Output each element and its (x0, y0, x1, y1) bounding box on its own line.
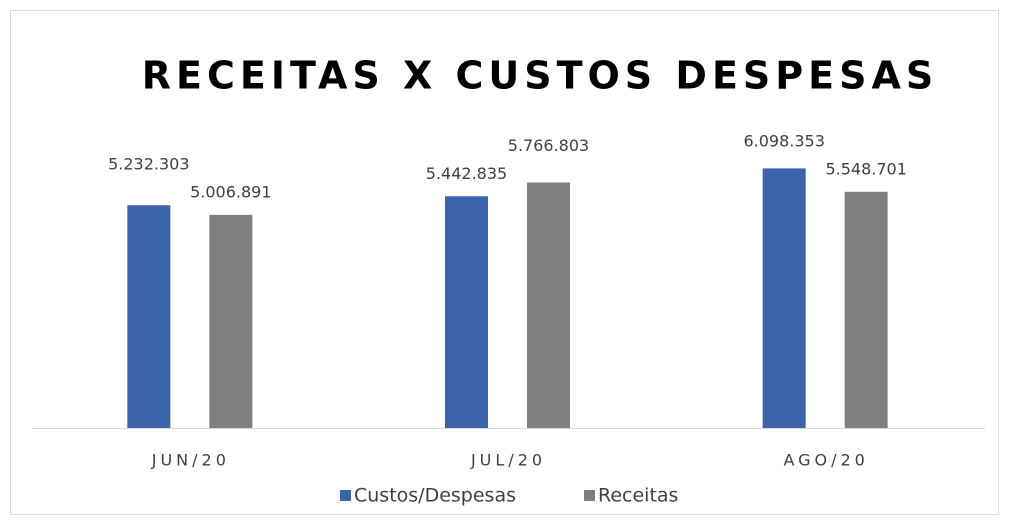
legend-swatch (340, 490, 351, 501)
data-label: 5.548.701 (825, 159, 906, 178)
data-label: 6.098.353 (743, 131, 824, 150)
legend-label: Custos/Despesas (354, 485, 516, 507)
x-tick-label: JUN/20 (151, 451, 230, 470)
x-tick-label: AGO/20 (783, 451, 868, 470)
bar (127, 205, 171, 428)
bar (445, 196, 488, 428)
bar (762, 168, 806, 428)
data-label: 5.442.835 (426, 164, 507, 183)
chart-border (10, 10, 999, 515)
chart-title: RECEITAS X CUSTOS DESPESAS (142, 54, 938, 98)
bar (844, 191, 888, 428)
data-label: 5.006.891 (190, 182, 271, 201)
bar (527, 182, 570, 428)
data-label: 5.232.303 (108, 154, 189, 173)
data-label: 5.766.803 (508, 136, 589, 155)
x-tick-label: JUL/20 (470, 451, 546, 470)
bar (209, 214, 253, 428)
legend-label: Receitas (598, 485, 678, 507)
legend-swatch (584, 490, 595, 501)
